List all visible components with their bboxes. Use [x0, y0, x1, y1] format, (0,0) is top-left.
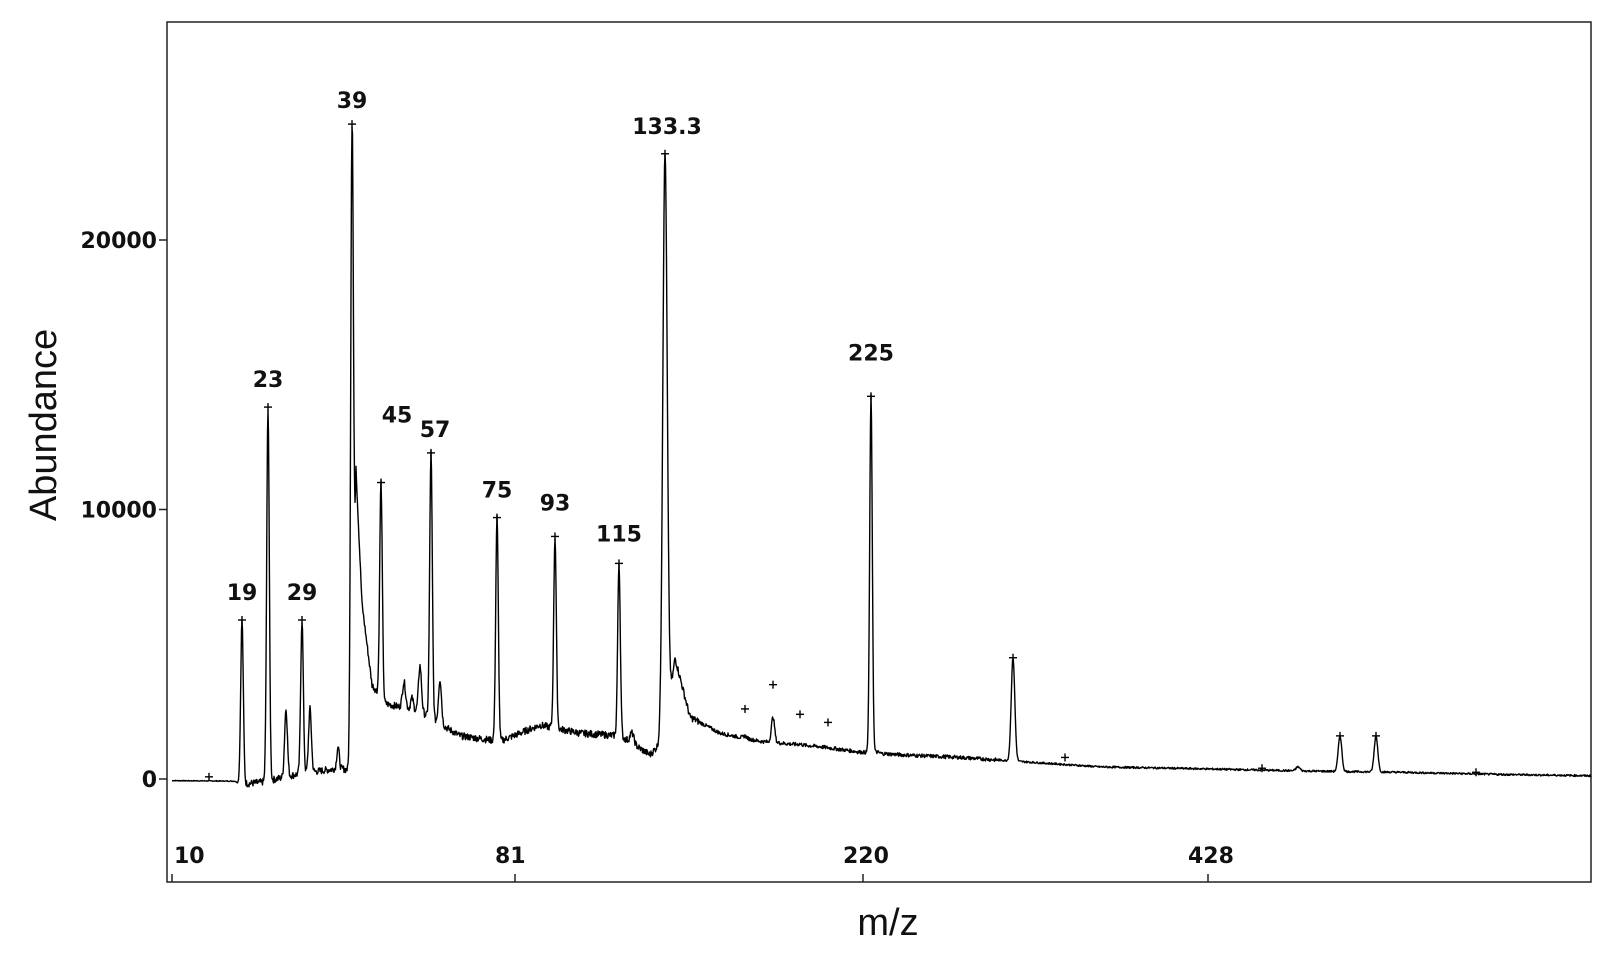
y-tick-label: 0: [142, 768, 157, 793]
peak-label: 19: [227, 581, 258, 606]
plot-frame: [166, 21, 1592, 883]
x-axis-title: m/z: [857, 902, 918, 944]
y-tick-label: 10000: [80, 499, 157, 524]
y-axis-title: Abundance: [23, 329, 65, 521]
y-tick-label: 20000: [80, 229, 157, 254]
peak-label: 93: [540, 491, 571, 516]
x-tick-label: 81: [495, 844, 526, 869]
peak-label: 45: [382, 404, 413, 429]
peak-label: 115: [596, 522, 642, 547]
peak-labels: 19 23 29 39 45 57 75 93 115 133.3 225: [227, 89, 894, 606]
x-tick-label: 428: [1188, 844, 1234, 869]
x-tick-label: 10: [174, 844, 205, 869]
peak-label: 29: [287, 581, 318, 606]
x-tick-label: 220: [843, 844, 889, 869]
peak-label: 23: [253, 368, 284, 393]
peak-label: 133.3: [632, 115, 702, 140]
peak-label: 75: [482, 479, 513, 504]
y-axis-ticks: 0 10000 20000: [80, 229, 167, 793]
peak-label: 39: [337, 89, 368, 114]
spectrum-line: [171, 126, 1592, 788]
peak-label: 57: [420, 418, 451, 443]
peak-label: 225: [848, 341, 894, 366]
peak-markers: [205, 120, 1480, 781]
x-axis-ticks: 10 81 220 428: [171, 844, 1234, 882]
